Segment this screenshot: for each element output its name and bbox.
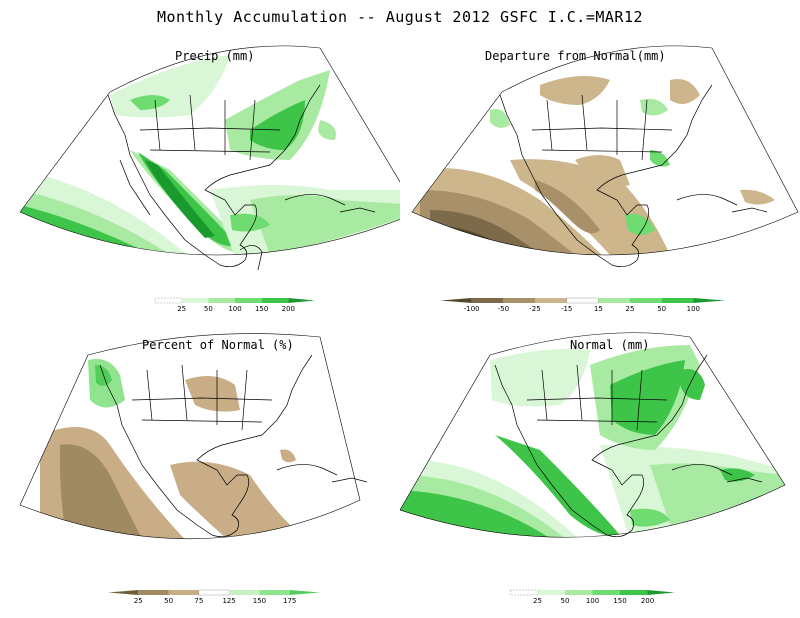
colorbar-label: 25: [533, 597, 542, 605]
panel-title: Departure from Normal(mm): [485, 49, 666, 63]
colorbar-swatch: [537, 590, 565, 595]
normal-field: [400, 345, 785, 538]
panel-normal: Normal (mm) 25 50 100 150 200: [400, 325, 800, 610]
departure-map: Departure from Normal(mm) -100 -50 -25 -15 1…: [411, 45, 799, 313]
colorbar-swatch: [620, 590, 648, 595]
coastlines: [499, 84, 768, 267]
colorbar-swatch: [138, 590, 169, 595]
precip-map: Precip (mm) 25 50 100 150 200: [19, 45, 400, 313]
figure-title: Monthly Accumulation -- August 2012 GSFC…: [156, 8, 644, 26]
panel-title: Percent of Normal (%): [142, 338, 294, 352]
colorbar-swatch: [261, 298, 289, 303]
colorbar-swatch: [693, 298, 725, 303]
colorbar-swatch: [592, 590, 620, 595]
colorbar-swatch: [208, 298, 235, 303]
colorbar-swatch: [198, 589, 230, 596]
colorbar-swatch: [229, 590, 260, 595]
colorbar-label: 75: [194, 597, 203, 605]
coastlines: [107, 84, 376, 271]
colorbar-label: 100: [687, 305, 700, 313]
percent-map: Percent of Normal (%) 25 50 75 125 150 175: [19, 333, 368, 605]
colorbar-label: -15: [561, 305, 572, 313]
colorbar-label: 25: [626, 305, 635, 313]
panel-title: Precip (mm): [175, 49, 254, 63]
colorbar-label: 150: [253, 597, 266, 605]
colorbar-normal: 25 50 100 150 200: [509, 589, 675, 605]
colorbar-label: -50: [498, 305, 509, 313]
colorbar-swatch: [235, 298, 262, 303]
colorbar-swatch: [503, 298, 535, 303]
colorbar-label: 50: [164, 597, 173, 605]
colorbar-swatch: [565, 590, 593, 595]
panel-departure: Departure from Normal(mm) -100 -50 -25 -15 1…: [400, 40, 800, 320]
colorbar-swatch: [440, 298, 472, 303]
colorbar-swatch: [535, 298, 567, 303]
colorbar-swatch: [108, 590, 139, 595]
panel-precip: Precip (mm) 25 50 100 150 200: [0, 40, 400, 320]
colorbar-label: 25: [134, 597, 143, 605]
colorbar-label: 175: [283, 597, 296, 605]
colorbar-label: 100: [228, 305, 241, 313]
colorbar-precip: 25 50 100 150 200: [154, 297, 315, 313]
colorbar-label: -100: [464, 305, 480, 313]
colorbar-swatch: [630, 298, 662, 303]
coastlines: [99, 354, 368, 537]
colorbar-swatch: [471, 298, 504, 303]
colorbar-swatch: [288, 298, 315, 303]
colorbar-label: 50: [561, 597, 570, 605]
colorbar-swatch: [168, 590, 199, 595]
colorbar-label: 50: [204, 305, 213, 313]
colorbar-swatch: [661, 298, 694, 303]
colorbar-label: 125: [222, 597, 235, 605]
colorbar-label: 150: [613, 597, 626, 605]
coastlines: [494, 354, 763, 537]
colorbar-swatch: [181, 298, 209, 303]
colorbar-label: -25: [529, 305, 540, 313]
colorbar-departure: -100 -50 -25 -15 15 25 50 100: [440, 297, 725, 313]
colorbar-swatch: [154, 297, 182, 304]
colorbar-label: 200: [641, 597, 654, 605]
panel-percent: Percent of Normal (%) 25 50 75 125 150 175: [0, 325, 400, 610]
colorbar-swatch: [509, 589, 538, 596]
colorbar-swatch: [598, 298, 630, 303]
colorbar-swatch: [259, 590, 290, 595]
colorbar-label: 15: [594, 305, 603, 313]
colorbar-label: 50: [657, 305, 666, 313]
colorbar-label: 150: [255, 305, 268, 313]
colorbar-percent: 25 50 75 125 150 175: [108, 589, 320, 605]
panel-title: Normal (mm): [570, 338, 649, 352]
colorbar-swatch: [647, 590, 675, 595]
colorbar-swatch: [289, 590, 320, 595]
normal-map: Normal (mm) 25 50 100 150 200: [400, 332, 786, 605]
colorbar-label: 200: [282, 305, 295, 313]
colorbar-label: 25: [177, 305, 186, 313]
colorbar-label: 100: [586, 597, 599, 605]
colorbar-swatch: [566, 297, 599, 304]
